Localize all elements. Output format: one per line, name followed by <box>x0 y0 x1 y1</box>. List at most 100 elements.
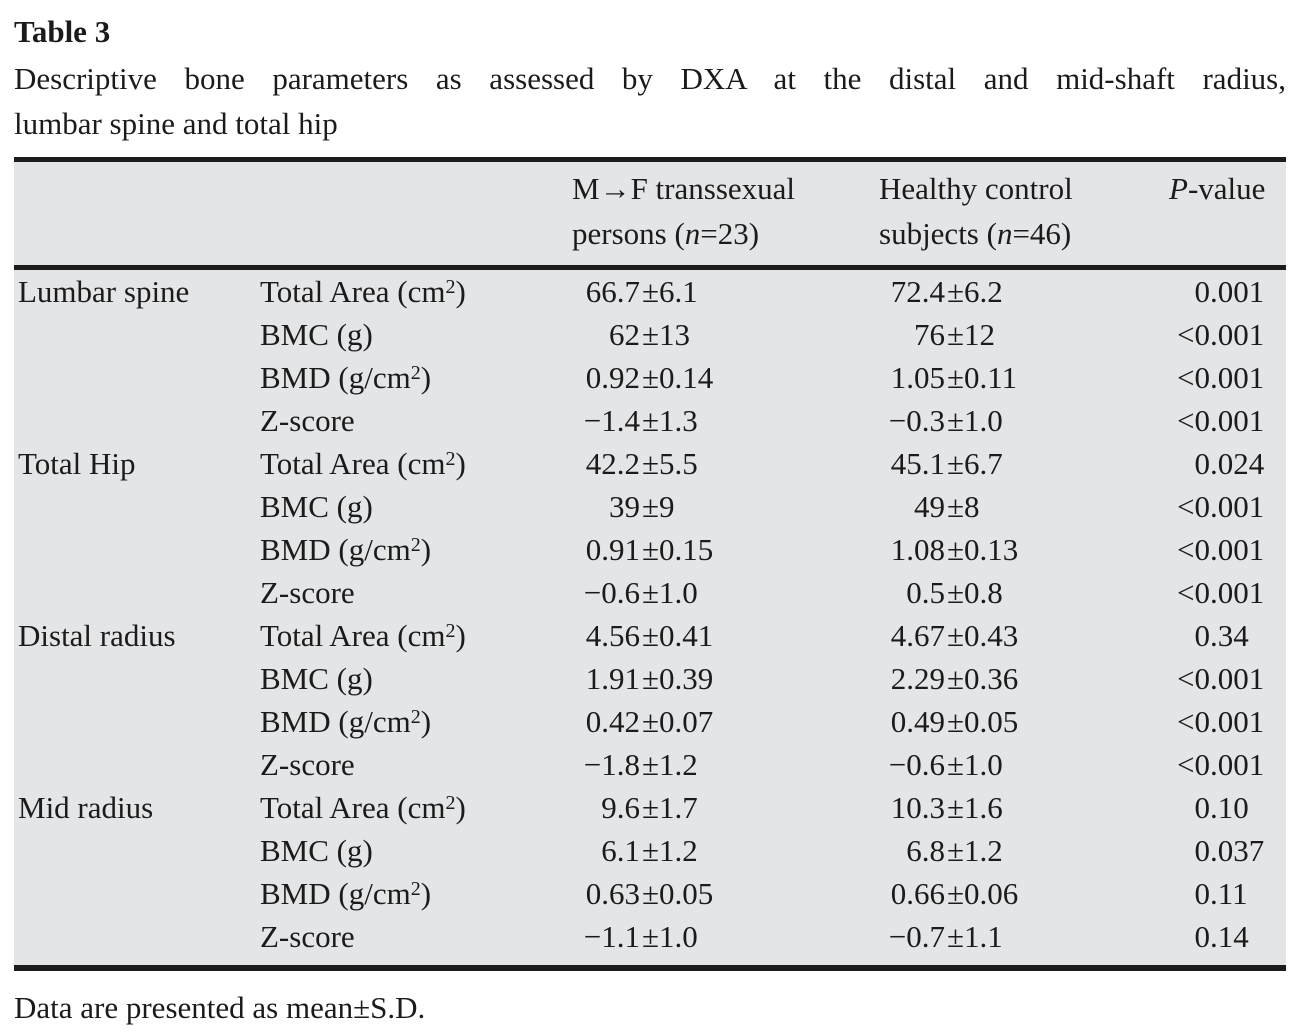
p-value-cell: <0.001 <box>1177 575 1265 610</box>
parameter-cell: Z-score <box>260 403 355 438</box>
region-cell <box>14 743 260 786</box>
control-value-cell: −0.7 ±1.1 <box>888 919 1003 954</box>
control-value-cell: 72.4 ±6.2 <box>890 274 1003 309</box>
p-value-cell: <0.001 <box>1177 747 1265 782</box>
region-cell <box>14 528 260 571</box>
table-row: Distal radius Total Area (cm2) 4.56 ±0.41… <box>14 614 1286 657</box>
footnote: Data are presented as mean±S.D. <box>14 990 426 1025</box>
p-value-cell: <0.001 <box>1177 317 1265 352</box>
region-cell: Total Hip <box>18 446 136 481</box>
transsexual-value-cell: 39 ±9 <box>609 489 675 524</box>
header-region-blank <box>14 162 260 270</box>
unit-superscript: 2 <box>445 448 456 470</box>
transsexual-value-cell: 0.91 ±0.15 <box>585 532 714 567</box>
unit-superscript: 2 <box>410 706 421 728</box>
table-row: BMC (g) 62 ±13 76 ±12 <0.001 <box>14 313 1286 356</box>
parameter-cell: Total Area (cm2) <box>260 790 466 825</box>
transsexual-value-cell: 9.6 ±1.7 <box>601 790 698 825</box>
control-value-cell: 0.49 ±0.05 <box>890 704 1019 739</box>
table-row: Total Hip Total Area (cm2) 42.2 ±5.5 45.1… <box>14 442 1286 485</box>
parameter-cell: BMC (g) <box>260 489 373 524</box>
transsexual-value-cell: 1.91 ±0.39 <box>585 661 714 696</box>
region-cell <box>14 700 260 743</box>
table-row: Z-score −1.4 ±1.3 −0.3 ±1.0 <0.001 <box>14 399 1286 442</box>
header-parameter-blank <box>260 162 572 270</box>
table-row: BMC (g) 1.91 ±0.39 2.29 ±0.36 <0.001 <box>14 657 1286 700</box>
unit-superscript: 2 <box>410 878 421 900</box>
caption-line-1: Descriptive bone parameters as assessed … <box>14 61 1286 96</box>
parameter-cell: BMD (g/cm2) <box>260 360 432 395</box>
parameter-cell: Z-score <box>260 919 355 954</box>
transsexual-value-cell: 42.2 ±5.5 <box>585 446 698 481</box>
parameter-cell: Z-score <box>260 747 355 782</box>
n-variable: n <box>996 216 1013 251</box>
control-value-cell: 6.8 ±1.2 <box>906 833 1003 868</box>
p-value-cell: <0.001 <box>1177 360 1265 395</box>
parameter-cell: BMD (g/cm2) <box>260 532 432 567</box>
bone-parameters-table: M→F transsexual persons (n=23) Healthy c… <box>14 162 1286 958</box>
control-value-cell: −0.6 ±1.0 <box>888 747 1003 782</box>
p-value-cell: <0.001 <box>1177 403 1265 438</box>
transsexual-value-cell: −0.6 ±1.0 <box>583 575 698 610</box>
header-p-value: P-value <box>1169 162 1286 270</box>
region-cell <box>14 872 260 915</box>
p-value-cell: 0.10 <box>1194 790 1249 825</box>
region-cell <box>14 657 260 700</box>
region-cell: Mid radius <box>18 790 154 825</box>
p-value-cell: <0.001 <box>1177 489 1265 524</box>
transsexual-value-cell: 66.7 ±6.1 <box>585 274 698 309</box>
parameter-cell: Total Area (cm2) <box>260 446 466 481</box>
header-transsexual-group: M→F transsexual persons (n=23) <box>572 162 879 270</box>
region-cell: Distal radius <box>18 618 176 653</box>
transsexual-value-cell: 0.92 ±0.14 <box>585 360 714 395</box>
transsexual-value-cell: 6.1 ±1.2 <box>601 833 698 868</box>
region-cell <box>14 915 260 958</box>
p-value-cell: 0.11 <box>1194 876 1248 911</box>
header-transsexual-line2: persons (n=23) <box>572 216 760 251</box>
table-row: BMC (g) 6.1 ±1.2 6.8 ±1.2 0.037 <box>14 829 1286 872</box>
region-cell <box>14 313 260 356</box>
table-row: Z-score −1.1 ±1.0 −0.7 ±1.1 0.14 <box>14 915 1286 958</box>
parameter-cell: BMC (g) <box>260 661 373 696</box>
table-body: Lumbar spine Total Area (cm2) 66.7 ±6.1 7… <box>14 268 1286 959</box>
unit-superscript: 2 <box>445 792 456 814</box>
p-value-cell: <0.001 <box>1177 661 1265 696</box>
p-value-cell: 0.037 <box>1194 833 1265 868</box>
control-value-cell: 1.08 ±0.13 <box>890 532 1019 567</box>
table-row: BMD (g/cm2) 0.42 ±0.07 0.49 ±0.05 <0.001 <box>14 700 1286 743</box>
table-row: Mid radius Total Area (cm2) 9.6 ±1.7 10.3… <box>14 786 1286 829</box>
table-caption: Descriptive bone parameters as assessed … <box>14 56 1286 146</box>
control-value-cell: −0.3 ±1.0 <box>888 403 1003 438</box>
parameter-cell: Total Area (cm2) <box>260 274 466 309</box>
p-value-cell: 0.024 <box>1194 446 1265 481</box>
control-value-cell: 0.66 ±0.06 <box>890 876 1019 911</box>
unit-superscript: 2 <box>445 620 456 642</box>
unit-superscript: 2 <box>445 276 456 298</box>
data-table: M→F transsexual persons (n=23) Healthy c… <box>14 157 1286 971</box>
unit-superscript: 2 <box>410 534 421 556</box>
region-cell <box>14 829 260 872</box>
p-value-cell: 0.14 <box>1194 919 1249 954</box>
table-row: BMC (g) 39 ±9 49 ±8 <0.001 <box>14 485 1286 528</box>
parameter-cell: BMD (g/cm2) <box>260 876 432 911</box>
p-value-cell: 0.34 <box>1194 618 1249 653</box>
region-cell <box>14 356 260 399</box>
control-value-cell: 1.05 ±0.11 <box>890 360 1018 395</box>
p-variable: P <box>1169 171 1188 206</box>
n-variable: n <box>684 216 701 251</box>
table-row: Lumbar spine Total Area (cm2) 66.7 ±6.1 7… <box>14 268 1286 314</box>
table-row: BMD (g/cm2) 0.91 ±0.15 1.08 ±0.13 <0.001 <box>14 528 1286 571</box>
header-transsexual-line1: M→F transsexual <box>572 171 796 206</box>
control-value-cell: 10.3 ±1.6 <box>890 790 1003 825</box>
control-value-cell: 76 ±12 <box>914 317 996 352</box>
parameter-cell: BMD (g/cm2) <box>260 704 432 739</box>
region-cell <box>14 485 260 528</box>
parameter-cell: Z-score <box>260 575 355 610</box>
p-value-cell: <0.001 <box>1177 532 1265 567</box>
table-row: BMD (g/cm2) 0.63 ±0.05 0.66 ±0.06 0.11 <box>14 872 1286 915</box>
transsexual-value-cell: 0.63 ±0.05 <box>585 876 714 911</box>
control-value-cell: 0.5 ±0.8 <box>906 575 1003 610</box>
header-control-group: Healthy control subjects (n=46) <box>879 162 1169 270</box>
p-value-cell: <0.001 <box>1177 704 1265 739</box>
